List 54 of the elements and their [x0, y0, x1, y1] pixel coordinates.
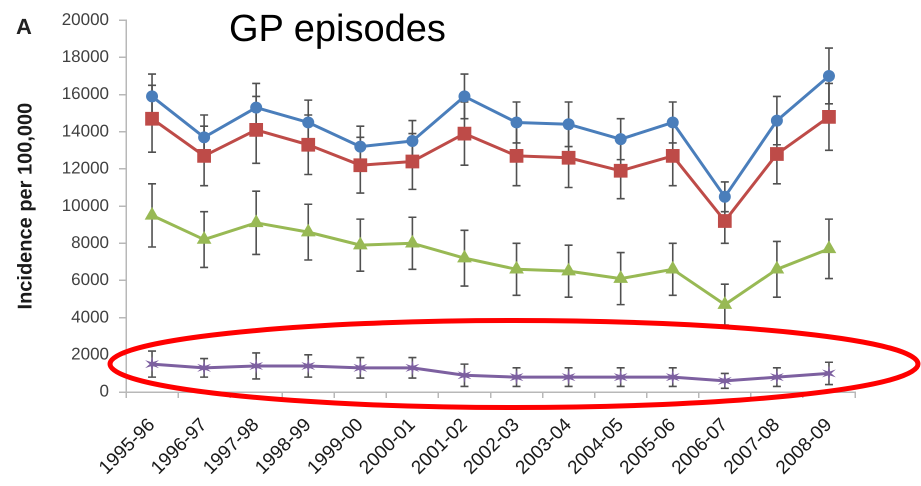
- y-tick-label: 12000: [62, 158, 109, 178]
- point: [197, 360, 212, 376]
- y-tick-label: 6000: [71, 270, 109, 290]
- point: [822, 110, 836, 124]
- point: [614, 164, 628, 178]
- y-tick-label: 0: [100, 382, 109, 401]
- point: [250, 102, 262, 114]
- y-tick-label: 4000: [71, 307, 109, 326]
- point: [353, 158, 368, 172]
- y-tick-label: 18000: [62, 47, 109, 66]
- point: [666, 149, 680, 163]
- point: [562, 150, 576, 165]
- chart-title: GP episodes: [228, 8, 446, 50]
- point: [666, 116, 679, 128]
- point: [198, 131, 210, 144]
- point: [301, 138, 316, 152]
- y-tick-label: 8000: [71, 232, 109, 252]
- point: [406, 135, 418, 148]
- point: [354, 140, 366, 153]
- point: [458, 367, 472, 384]
- point: [458, 126, 472, 140]
- point: [145, 112, 159, 126]
- point: [249, 358, 264, 374]
- point: [510, 116, 523, 128]
- point: [770, 369, 784, 386]
- point: [718, 190, 731, 203]
- y-axis-title: Incidence per 100,000: [14, 102, 37, 310]
- point: [302, 116, 314, 128]
- point: [562, 369, 576, 386]
- y-tick-label: 20000: [62, 10, 109, 29]
- point: [614, 369, 628, 386]
- point: [614, 133, 627, 146]
- point: [405, 360, 420, 376]
- point: [510, 149, 524, 163]
- point: [145, 356, 159, 372]
- point: [562, 118, 575, 130]
- point: [197, 149, 211, 163]
- point: [146, 90, 158, 102]
- point: [822, 365, 836, 382]
- point: [249, 123, 264, 137]
- y-tick-label: 10000: [62, 196, 109, 215]
- point: [770, 147, 784, 161]
- point: [458, 90, 470, 102]
- point: [718, 372, 732, 389]
- point: [718, 214, 732, 228]
- point: [353, 360, 368, 376]
- text: A: [16, 14, 32, 39]
- point: [770, 114, 783, 127]
- point: [301, 358, 316, 374]
- y-tick-label: 16000: [62, 84, 109, 104]
- y-tick-label: 14000: [62, 121, 109, 140]
- y-tick-label: 2000: [71, 344, 109, 364]
- point: [406, 154, 420, 168]
- point: [822, 70, 835, 82]
